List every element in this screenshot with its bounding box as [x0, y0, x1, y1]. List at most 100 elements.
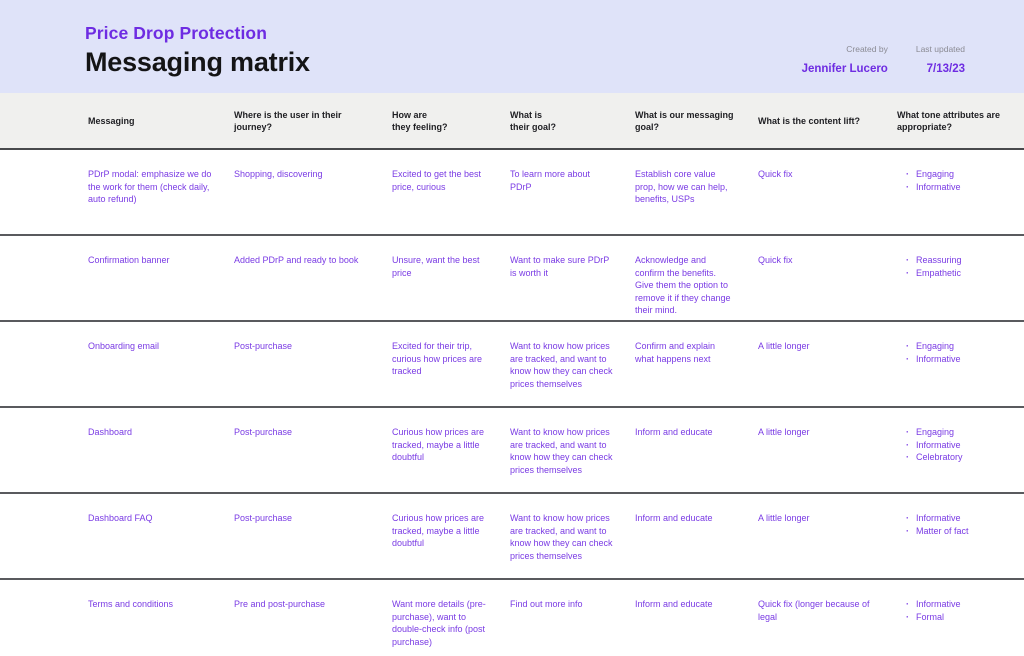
cell-feeling: Curious how prices are tracked, maybe a …	[392, 513, 485, 548]
cell-content-lift: A little longer	[758, 341, 810, 351]
bullet-icon	[906, 525, 910, 538]
tone-item: Formal	[906, 611, 1018, 624]
tone-label: Matter of fact	[916, 525, 969, 536]
tone-label: Informative	[916, 181, 961, 192]
column-header-messaging-goal: What is our messaging goal?	[635, 109, 734, 132]
cell-messaging-goal: Inform and educate	[635, 513, 713, 523]
cell-messaging: Confirmation banner	[88, 255, 170, 265]
tone-list: Reassuring Empathetic	[906, 254, 1018, 279]
bullet-icon	[906, 168, 910, 181]
tone-list: Informative Matter of fact	[906, 512, 1018, 537]
bullet-icon	[906, 611, 910, 624]
tone-item: Empathetic	[906, 267, 1018, 280]
cell-journey: Post-purchase	[234, 513, 293, 523]
cell-goal: Want to know how prices are tracked, and…	[510, 427, 613, 475]
tone-label: Informative	[916, 513, 961, 523]
bullet-icon	[906, 512, 910, 525]
created-by-value: Jennifer Lucero	[801, 63, 888, 75]
tone-label: Engaging	[916, 341, 955, 351]
tone-label: Informative	[916, 439, 961, 450]
cell-tone-attributes: Informative Formal	[897, 580, 1024, 656]
cell-feeling: Excited for their trip, curious how pric…	[392, 341, 483, 376]
cell-messaging: Dashboard FAQ	[88, 513, 153, 523]
tone-label: Formal	[916, 611, 945, 622]
tone-label: Empathetic	[916, 267, 962, 278]
cell-messaging: Dashboard	[88, 427, 133, 437]
bullet-icon	[906, 439, 910, 452]
cell-feeling: Unsure, want the best price	[392, 255, 480, 278]
cell-goal: Want to make sure PDrP is worth it	[510, 255, 610, 278]
cell-tone-attributes: Reassuring Empathetic	[897, 236, 1024, 320]
document-meta: Created by Jennifer Lucero Last updated …	[802, 44, 965, 75]
tone-item: Celebratory	[906, 451, 1018, 464]
banner-titles: Price Drop Protection Messaging matrix	[85, 23, 310, 78]
tone-label: Celebratory	[916, 452, 963, 462]
cell-journey: Pre and post-purchase	[234, 599, 326, 609]
column-header-content-lift: What is the content lift?	[758, 115, 860, 126]
cell-messaging: Terms and conditions	[88, 599, 174, 609]
tone-item: Informative	[906, 512, 1018, 525]
column-header-journey: Where is the user in their journey?	[234, 109, 342, 132]
tone-item: Engaging	[906, 426, 1018, 439]
cell-goal: To learn more about PDrP	[510, 169, 591, 192]
bullet-icon	[906, 451, 910, 464]
column-header-feeling: How are they feeling?	[392, 109, 448, 132]
cell-messaging-goal: Establish core value prop, how we can he…	[635, 169, 728, 204]
last-updated-value: 7/13/23	[926, 63, 965, 75]
column-header-messaging: Messaging	[88, 115, 135, 126]
cell-content-lift: A little longer	[758, 513, 810, 523]
last-updated-block: Last updated 7/13/23	[916, 44, 965, 75]
table-row: Dashboard Post-purchase Curious how pric…	[0, 408, 1024, 494]
tone-item: Matter of fact	[906, 525, 1018, 538]
tone-item: Informative	[906, 353, 1018, 366]
cell-feeling: Excited to get the best price, curious	[392, 169, 482, 192]
tone-item: Reassuring	[906, 254, 1018, 267]
bullet-icon	[906, 426, 910, 439]
tone-item: Engaging	[906, 340, 1018, 353]
created-by-block: Created by Jennifer Lucero	[802, 44, 888, 75]
tone-label: Engaging	[916, 169, 955, 179]
cell-messaging: PDrP modal: emphasize we do the work for…	[88, 169, 212, 204]
tone-label: Engaging	[916, 427, 955, 437]
cell-feeling: Curious how prices are tracked, maybe a …	[392, 427, 485, 462]
tone-list: Informative Formal	[906, 598, 1018, 623]
tone-item: Informative	[906, 181, 1018, 194]
cell-journey: Post-purchase	[234, 427, 293, 437]
bullet-icon	[906, 267, 910, 280]
last-updated-label: Last updated	[915, 44, 965, 54]
tone-label: Informative	[916, 599, 961, 609]
bullet-icon	[906, 181, 910, 194]
project-subtitle: Price Drop Protection	[85, 23, 267, 43]
cell-messaging-goal: Inform and educate	[635, 427, 713, 437]
cell-journey: Added PDrP and ready to book	[234, 255, 359, 265]
cell-messaging: Onboarding email	[88, 341, 160, 351]
tone-list: Engaging Informative Celebratory	[906, 426, 1018, 464]
cell-content-lift: Quick fix	[758, 255, 793, 265]
cell-goal: Find out more info	[510, 599, 583, 609]
cell-tone-attributes: Engaging Informative Celebratory	[897, 408, 1024, 492]
cell-tone-attributes: Engaging Informative	[897, 150, 1024, 234]
column-header-tone: What tone attributes are appropriate?	[897, 109, 1001, 132]
table-row: Confirmation banner Added PDrP and ready…	[0, 236, 1024, 322]
cell-content-lift: Quick fix	[758, 169, 793, 179]
cell-messaging-goal: Confirm and explain what happens next	[635, 341, 716, 364]
page-title: Messaging matrix	[85, 47, 310, 77]
cell-feeling: Want more details (pre-purchase), want t…	[392, 599, 486, 647]
tone-label: Informative	[916, 353, 961, 364]
tone-list: Engaging Informative	[906, 168, 1018, 193]
banner: Price Drop Protection Messaging matrix C…	[0, 0, 1024, 93]
cell-content-lift: Quick fix (longer because of legal	[758, 599, 870, 622]
cell-messaging-goal: Inform and educate	[635, 599, 713, 609]
column-header-goal: What is their goal?	[510, 109, 557, 132]
cell-journey: Shopping, discovering	[234, 169, 323, 179]
tone-item: Informative	[906, 598, 1018, 611]
cell-goal: Want to know how prices are tracked, and…	[510, 341, 613, 389]
bullet-icon	[906, 340, 910, 353]
tone-list: Engaging Informative	[906, 340, 1018, 365]
tone-label: Reassuring	[916, 255, 962, 265]
created-by-label: Created by	[846, 44, 888, 54]
cell-tone-attributes: Informative Matter of fact	[897, 494, 1024, 578]
table-row: Dashboard FAQ Post-purchase Curious how …	[0, 494, 1024, 580]
table-row: PDrP modal: emphasize we do the work for…	[0, 150, 1024, 236]
cell-journey: Post-purchase	[234, 341, 293, 351]
